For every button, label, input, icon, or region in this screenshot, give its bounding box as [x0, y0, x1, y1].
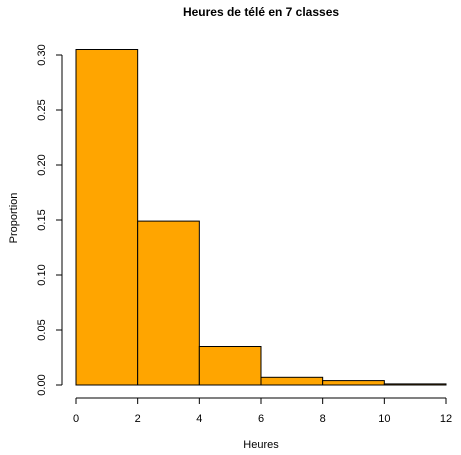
y-axis-title: Proportion	[8, 193, 20, 244]
bar	[322, 380, 385, 386]
y-tick-label: 0.15	[36, 209, 48, 230]
x-tick-label: 2	[135, 413, 141, 425]
x-tick-label: 6	[258, 413, 264, 425]
x-axis-title: Heures	[243, 439, 279, 451]
x-tick-label: 10	[378, 413, 390, 425]
bar	[137, 220, 200, 386]
bar	[75, 49, 139, 386]
x-tick-label: 0	[73, 413, 79, 425]
x-tick-label: 8	[320, 413, 326, 425]
bar	[383, 383, 447, 386]
y-tick-label: 0.05	[36, 319, 48, 340]
y-tick-label: 0.30	[36, 44, 48, 65]
bar	[198, 346, 262, 386]
y-tick-label: 0.10	[36, 264, 48, 285]
y-tick-label: 0.20	[36, 154, 48, 175]
y-tick-label: 0.00	[36, 374, 48, 395]
x-tick-label: 12	[440, 413, 452, 425]
x-tick-label: 4	[196, 413, 202, 425]
bar	[260, 376, 324, 386]
chart-title: Heures de télé en 7 classes	[183, 5, 339, 19]
y-tick-label: 0.25	[36, 99, 48, 120]
